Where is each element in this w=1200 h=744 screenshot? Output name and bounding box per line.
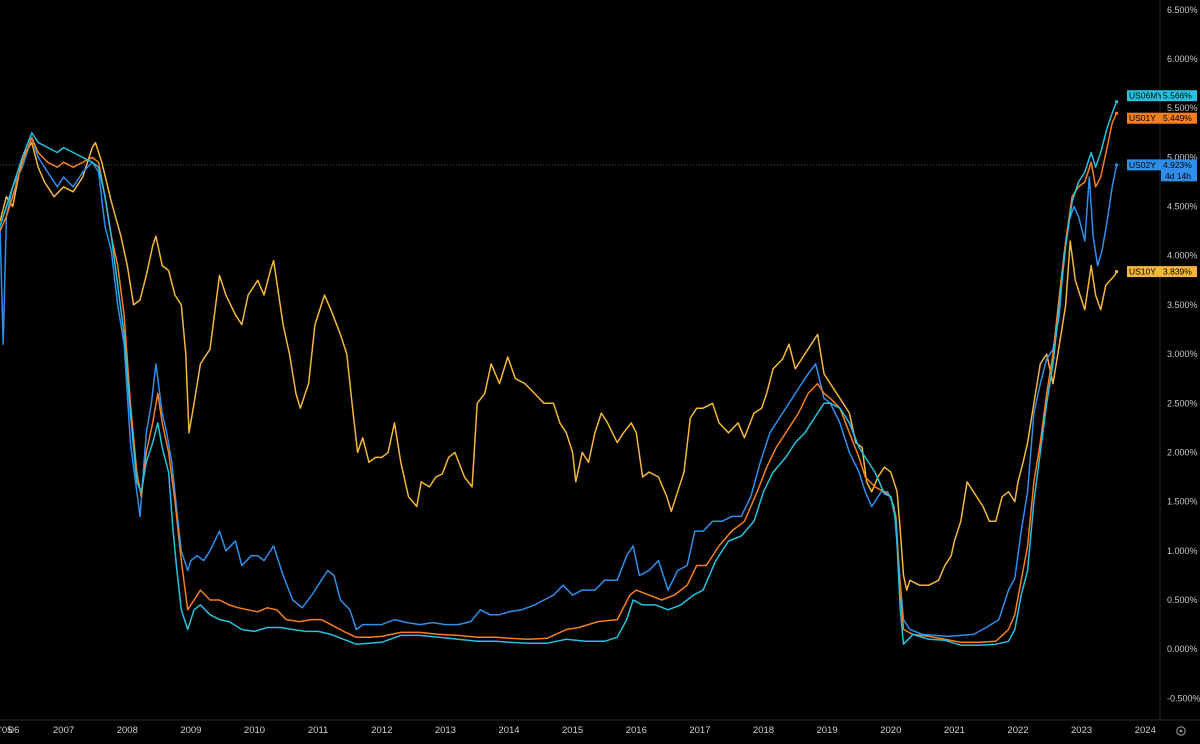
x-tick-label: '05 <box>0 725 12 736</box>
y-tick-label: 0.000% <box>1167 644 1198 654</box>
x-tick-label: 2018 <box>753 725 774 736</box>
y-tick-label: 3.000% <box>1167 349 1198 359</box>
y-tick-label: 2.500% <box>1167 398 1198 408</box>
x-tick-label: 2011 <box>308 725 328 736</box>
x-tick-label: 2023 <box>1071 725 1092 736</box>
tag-last-value: 5.566% <box>1163 91 1192 101</box>
y-tick-label: 1.000% <box>1167 546 1198 556</box>
x-tick-label: 2017 <box>689 725 710 736</box>
x-tick-label: 2013 <box>435 725 456 736</box>
tag-last-value: 3.839% <box>1163 267 1192 277</box>
tag-name-box <box>1127 266 1161 278</box>
series-last-point-us06my <box>1115 100 1119 104</box>
series-line-us02y[interactable] <box>0 136 1118 638</box>
tag-name-box <box>1127 112 1161 124</box>
y-tick-label: 0.500% <box>1167 595 1198 605</box>
x-tick-label: 2020 <box>880 725 901 736</box>
x-tick-label: 2010 <box>244 725 265 736</box>
series-line-us10y[interactable] <box>0 141 1118 591</box>
x-tick-label: 2008 <box>117 725 138 736</box>
x-tick-label: 2012 <box>371 725 392 736</box>
price-axis[interactable]: 6.500% 6.000% 5.500% 5.000% 4.500% 4.000% 3.50… <box>1167 5 1200 704</box>
x-tick-label: 2007 <box>53 725 74 736</box>
series-lines-layer <box>0 100 1119 646</box>
x-tick-label: 2009 <box>180 725 201 736</box>
tag-value-box <box>1161 159 1197 182</box>
series-line-us01y[interactable] <box>0 112 1118 644</box>
tag-series-name: US02Y <box>1129 160 1156 170</box>
tag-last-value: 4.923% <box>1163 160 1192 170</box>
tag-us01y[interactable]: US01Y 5.449% <box>1127 112 1197 124</box>
x-tick-label: 06 <box>9 725 20 736</box>
y-tick-label: 4.500% <box>1167 202 1198 212</box>
tag-last-value: 5.449% <box>1163 113 1192 123</box>
y-tick-label: 5.000% <box>1167 152 1198 162</box>
tag-value-box <box>1161 90 1197 102</box>
y-tick-label: 6.500% <box>1167 5 1198 15</box>
tag-bar-countdown: 4d 14h <box>1165 171 1191 181</box>
tag-name-box <box>1127 90 1161 102</box>
series-line-us06my[interactable] <box>0 101 1118 646</box>
series-last-point-us10y <box>1115 270 1119 274</box>
x-tick-label: 2024 <box>1135 725 1156 736</box>
tag-us02y[interactable]: US02Y 4.923%4d 14h <box>1127 159 1197 182</box>
tag-value-box <box>1161 266 1197 278</box>
y-tick-label: 4.000% <box>1167 251 1198 261</box>
y-tick-label: 3.500% <box>1167 300 1198 310</box>
x-tick-label: 2022 <box>1007 725 1028 736</box>
x-tick-label: 2014 <box>498 725 519 736</box>
y-tick-label: 5.500% <box>1167 103 1198 113</box>
tag-series-name: US10Y <box>1129 267 1156 277</box>
tag-us06my[interactable]: US06MY 5.566% <box>1127 90 1197 102</box>
tag-value-box <box>1161 112 1197 124</box>
series-last-point-us02y <box>1115 163 1119 167</box>
y-tick-label: -0.500% <box>1167 693 1200 703</box>
settings-gear-icon[interactable] <box>1176 726 1186 736</box>
series-last-point-us01y <box>1115 111 1119 115</box>
x-tick-label: 2016 <box>626 725 647 736</box>
tag-us10y[interactable]: US10Y 3.839% <box>1127 266 1197 278</box>
y-tick-label: 6.000% <box>1167 54 1198 64</box>
x-tick-label: 2019 <box>817 725 838 736</box>
y-tick-label: 2.000% <box>1167 447 1198 457</box>
y-tick-label: 1.500% <box>1167 497 1198 507</box>
x-tick-label: 2015 <box>562 725 583 736</box>
tag-name-box <box>1127 159 1161 171</box>
x-tick-label: 2021 <box>944 725 965 736</box>
tag-series-name: US06MY <box>1129 91 1163 101</box>
tag-series-name: US01Y <box>1129 113 1156 123</box>
